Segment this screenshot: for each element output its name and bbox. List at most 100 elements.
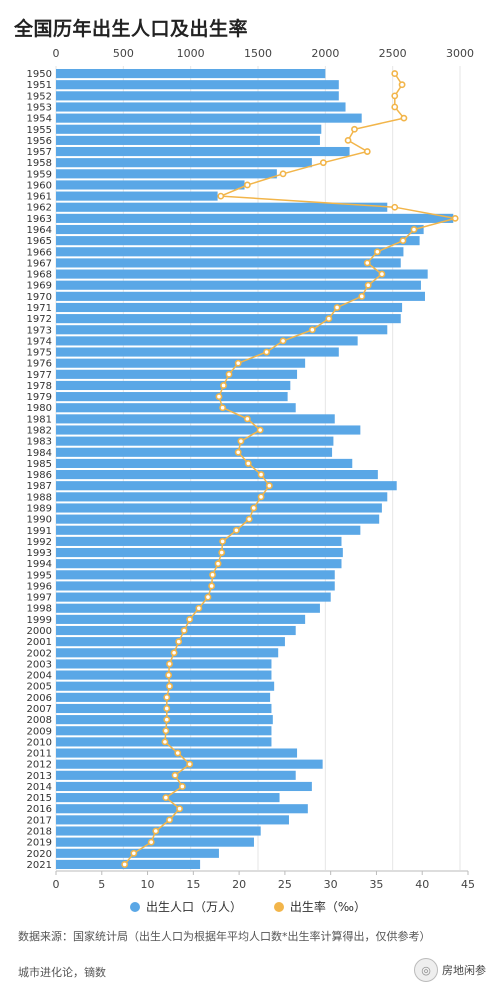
- rate-point-2007[interactable]: [163, 705, 171, 712]
- bar-1952[interactable]: [56, 91, 339, 101]
- bar-1994[interactable]: [56, 559, 342, 569]
- rate-point-1998[interactable]: [195, 604, 203, 612]
- rate-point-1992[interactable]: [219, 538, 227, 545]
- rate-point-1953[interactable]: [391, 103, 399, 111]
- rate-point-1959[interactable]: [279, 170, 287, 178]
- rate-point-1956[interactable]: [344, 137, 352, 144]
- rate-point-1968[interactable]: [378, 270, 386, 278]
- rate-point-1983[interactable]: [237, 437, 245, 445]
- rate-point-1967[interactable]: [363, 259, 371, 267]
- rate-point-1965[interactable]: [399, 237, 407, 245]
- bar-1969[interactable]: [56, 280, 421, 290]
- rate-point-2005[interactable]: [166, 682, 173, 690]
- bar-2003[interactable]: [56, 659, 272, 669]
- bar-1988[interactable]: [56, 492, 388, 502]
- bar-1984[interactable]: [56, 447, 333, 457]
- bar-1954[interactable]: [56, 113, 362, 123]
- rate-point-1963[interactable]: [451, 214, 459, 222]
- rate-point-2009[interactable]: [162, 727, 170, 735]
- bar-2005[interactable]: [56, 681, 275, 691]
- bar-2019[interactable]: [56, 837, 254, 847]
- rate-point-1951[interactable]: [398, 81, 406, 89]
- legend-births[interactable]: 出生人口（万人）: [130, 898, 242, 915]
- bar-1987[interactable]: [56, 481, 397, 491]
- rate-point-2006[interactable]: [163, 693, 171, 701]
- rate-point-1971[interactable]: [333, 304, 341, 311]
- rate-point-1950[interactable]: [391, 70, 399, 77]
- bar-1979[interactable]: [56, 392, 288, 402]
- rate-point-2013[interactable]: [171, 771, 179, 779]
- rate-point-1991[interactable]: [232, 526, 240, 534]
- rate-point-1993[interactable]: [218, 549, 226, 556]
- rate-point-2010[interactable]: [161, 738, 169, 746]
- rate-point-2001[interactable]: [175, 638, 183, 646]
- rate-point-1975[interactable]: [263, 348, 270, 356]
- rate-point-1999[interactable]: [186, 615, 194, 623]
- rate-point-2008[interactable]: [163, 716, 171, 724]
- rate-point-2004[interactable]: [165, 671, 173, 679]
- rate-point-2002[interactable]: [170, 649, 178, 657]
- bar-1966[interactable]: [56, 247, 404, 257]
- rate-point-1961[interactable]: [217, 192, 225, 200]
- bar-1974[interactable]: [56, 336, 358, 346]
- brand[interactable]: ◎ 房地闲参: [414, 958, 486, 982]
- rate-point-1997[interactable]: [204, 593, 212, 601]
- bar-1997[interactable]: [56, 592, 331, 602]
- rate-point-2020[interactable]: [130, 849, 138, 857]
- bar-1958[interactable]: [56, 158, 312, 168]
- bar-2001[interactable]: [56, 637, 285, 647]
- bar-1970[interactable]: [56, 291, 425, 301]
- rate-point-1966[interactable]: [373, 248, 381, 256]
- rate-point-1979[interactable]: [215, 393, 223, 400]
- rate-point-1989[interactable]: [250, 504, 258, 512]
- bar-1973[interactable]: [56, 325, 388, 335]
- bar-1998[interactable]: [56, 603, 320, 613]
- bar-1968[interactable]: [56, 269, 428, 279]
- bar-1953[interactable]: [56, 102, 346, 112]
- rate-point-1990[interactable]: [245, 515, 253, 523]
- rate-point-1996[interactable]: [208, 582, 216, 590]
- rate-point-1980[interactable]: [219, 404, 227, 412]
- rate-point-2012[interactable]: [186, 760, 194, 768]
- rate-point-1955[interactable]: [351, 125, 358, 133]
- rate-point-1970[interactable]: [358, 292, 366, 300]
- bar-2020[interactable]: [56, 848, 219, 858]
- bar-1971[interactable]: [56, 302, 403, 313]
- bar-1978[interactable]: [56, 380, 291, 391]
- rate-point-1952[interactable]: [391, 92, 399, 100]
- bar-1976[interactable]: [56, 358, 306, 368]
- bar-1980[interactable]: [56, 403, 296, 413]
- bar-1999[interactable]: [56, 614, 306, 624]
- bar-1972[interactable]: [56, 314, 401, 324]
- rate-point-2021[interactable]: [121, 861, 129, 868]
- rate-point-1985[interactable]: [244, 460, 252, 467]
- rate-point-2000[interactable]: [180, 627, 188, 634]
- rate-point-2003[interactable]: [166, 660, 173, 668]
- bar-1951[interactable]: [56, 80, 339, 90]
- rate-point-1972[interactable]: [325, 315, 333, 323]
- bar-1985[interactable]: [56, 458, 353, 468]
- rate-point-1982[interactable]: [256, 426, 264, 434]
- bar-1960[interactable]: [56, 180, 245, 190]
- rate-point-1969[interactable]: [364, 281, 372, 289]
- rate-point-1976[interactable]: [234, 359, 242, 367]
- bar-1996[interactable]: [56, 581, 335, 591]
- bar-2002[interactable]: [56, 648, 279, 658]
- bar-1991[interactable]: [56, 525, 361, 535]
- rate-point-2018[interactable]: [152, 827, 160, 835]
- bar-1993[interactable]: [56, 547, 343, 558]
- rate-point-1964[interactable]: [410, 226, 418, 233]
- bar-1990[interactable]: [56, 514, 380, 524]
- bar-2006[interactable]: [56, 692, 271, 702]
- bar-1989[interactable]: [56, 503, 382, 513]
- bar-1963[interactable]: [56, 213, 454, 223]
- bar-1992[interactable]: [56, 536, 342, 546]
- bar-1959[interactable]: [56, 169, 277, 179]
- rate-point-1960[interactable]: [243, 181, 251, 189]
- rate-point-2011[interactable]: [174, 749, 182, 757]
- bar-1983[interactable]: [56, 436, 334, 446]
- rate-point-1981[interactable]: [243, 415, 251, 423]
- rate-point-1988[interactable]: [257, 493, 265, 501]
- rate-point-1995[interactable]: [209, 571, 216, 579]
- bar-1981[interactable]: [56, 414, 335, 424]
